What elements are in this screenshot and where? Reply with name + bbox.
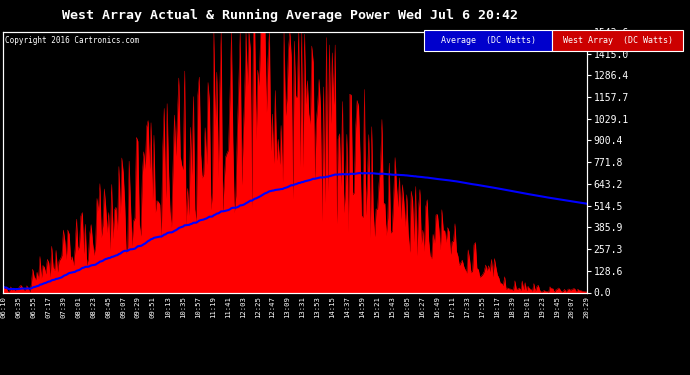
Text: 06:55: 06:55 — [30, 296, 37, 318]
Text: 11:19: 11:19 — [210, 296, 216, 318]
Text: 07:39: 07:39 — [60, 296, 66, 318]
Text: 17:33: 17:33 — [464, 296, 470, 318]
Text: 14:15: 14:15 — [329, 296, 335, 318]
Text: 17:11: 17:11 — [449, 296, 455, 318]
Text: 13:31: 13:31 — [299, 296, 306, 318]
Text: 12:47: 12:47 — [270, 296, 275, 318]
Text: 15:43: 15:43 — [389, 296, 395, 318]
Text: 09:07: 09:07 — [120, 296, 126, 318]
Text: 08:45: 08:45 — [105, 296, 111, 318]
Text: 10:13: 10:13 — [165, 296, 171, 318]
Text: 09:51: 09:51 — [150, 296, 156, 318]
Text: 09:29: 09:29 — [135, 296, 141, 318]
Text: 06:10: 06:10 — [1, 296, 6, 318]
Text: 19:23: 19:23 — [539, 296, 544, 318]
Text: Copyright 2016 Cartronics.com: Copyright 2016 Cartronics.com — [5, 36, 139, 45]
Text: 20:29: 20:29 — [584, 296, 589, 318]
Text: Average  (DC Watts): Average (DC Watts) — [441, 36, 535, 45]
Text: 17:55: 17:55 — [479, 296, 485, 318]
Text: 19:45: 19:45 — [553, 296, 560, 318]
Text: 13:09: 13:09 — [284, 296, 290, 318]
Text: 20:07: 20:07 — [569, 296, 575, 318]
Text: 19:01: 19:01 — [524, 296, 530, 318]
Text: 18:17: 18:17 — [494, 296, 500, 318]
Text: 16:05: 16:05 — [404, 296, 410, 318]
Text: 16:49: 16:49 — [434, 296, 440, 318]
Text: 11:41: 11:41 — [225, 296, 230, 318]
Text: 14:37: 14:37 — [344, 296, 351, 318]
Text: 15:21: 15:21 — [374, 296, 380, 318]
Text: West Array Actual & Running Average Power Wed Jul 6 20:42: West Array Actual & Running Average Powe… — [62, 9, 518, 22]
Text: 14:59: 14:59 — [359, 296, 365, 318]
Text: 16:27: 16:27 — [419, 296, 425, 318]
Text: 10:35: 10:35 — [180, 296, 186, 318]
Text: 07:17: 07:17 — [46, 296, 51, 318]
Text: 13:53: 13:53 — [315, 296, 320, 318]
Text: 10:57: 10:57 — [195, 296, 201, 318]
Text: 08:23: 08:23 — [90, 296, 96, 318]
Text: 12:25: 12:25 — [255, 296, 261, 318]
Text: 08:01: 08:01 — [75, 296, 81, 318]
Text: 18:39: 18:39 — [509, 296, 515, 318]
Text: 12:03: 12:03 — [239, 296, 246, 318]
Text: West Array  (DC Watts): West Array (DC Watts) — [562, 36, 673, 45]
Text: 06:35: 06:35 — [15, 296, 21, 318]
